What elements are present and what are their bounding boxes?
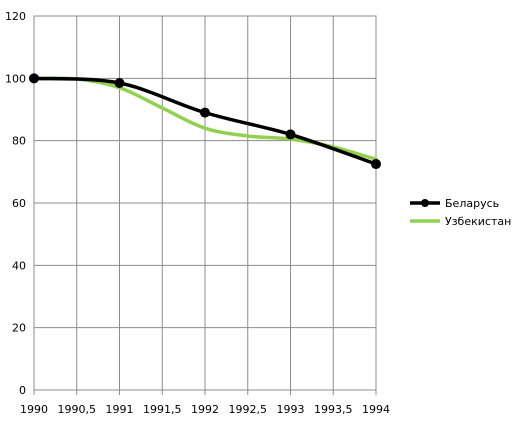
x-tick-label: 1992,5 xyxy=(229,403,268,416)
series-0-point xyxy=(114,78,125,89)
grid xyxy=(33,15,377,391)
x-tick-label: 1994 xyxy=(362,403,390,416)
series-0-point xyxy=(371,159,381,170)
legend-label-1: Узбекистан xyxy=(445,215,511,228)
y-tick-label: 20 xyxy=(12,322,26,335)
y-tick-label: 40 xyxy=(12,259,26,272)
y-axis-tick-labels: 0 20 40 60 80 100 120 xyxy=(5,10,26,397)
legend-marker-0 xyxy=(421,199,429,207)
legend: Беларусь Узбекистан xyxy=(410,197,511,228)
series-0-point xyxy=(285,129,296,140)
x-tick-label: 1991,5 xyxy=(143,403,182,416)
y-tick-label: 0 xyxy=(19,384,26,397)
series-0-point xyxy=(200,107,210,118)
series-0-point xyxy=(29,73,39,84)
x-tick-label: 1990,5 xyxy=(58,403,97,416)
plot-frame xyxy=(33,15,377,391)
y-tick-label: 60 xyxy=(12,197,26,210)
y-tick-label: 80 xyxy=(12,135,26,148)
x-tick-label: 1993 xyxy=(277,403,305,416)
x-axis-tick-labels: 1990 1990,5 1991 1991,5 1992 1992,5 1993 1993,5… xyxy=(20,403,390,416)
series xyxy=(29,73,381,170)
axes xyxy=(33,15,377,395)
x-tick-label: 1993,5 xyxy=(314,403,353,416)
x-tick-label: 1991 xyxy=(106,403,134,416)
x-tick-label: 1990 xyxy=(20,403,48,416)
legend-label-0: Беларусь xyxy=(445,197,499,210)
y-tick-label: 120 xyxy=(5,10,26,23)
x-tick-label: 1992 xyxy=(191,403,219,416)
y-tick-label: 100 xyxy=(5,72,26,85)
